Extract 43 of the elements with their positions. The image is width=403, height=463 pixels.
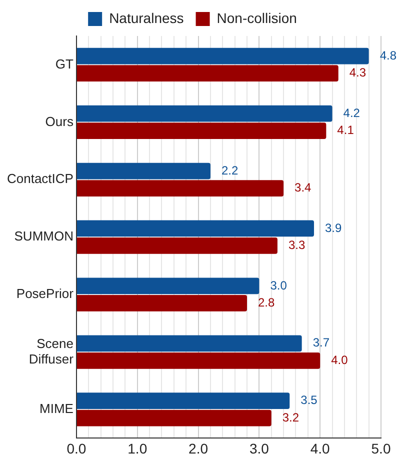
x-tick-label: 3.0 <box>249 440 270 456</box>
y-tick-label: SUMMON <box>14 228 74 244</box>
x-tick-label: 5.0 <box>371 440 391 456</box>
bar <box>76 180 284 196</box>
y-tick-label: Ours <box>45 114 74 129</box>
bar <box>76 105 332 122</box>
bar <box>76 335 302 352</box>
data-label: 2.8 <box>258 295 276 310</box>
bar <box>76 294 248 312</box>
text: 0.0 <box>66 440 86 456</box>
y-tick-label: MIME <box>40 401 74 416</box>
data-label: 3.7 <box>312 336 330 350</box>
bar <box>76 220 314 237</box>
x-tick-label: 1.0 <box>128 440 148 456</box>
bar <box>76 410 272 426</box>
y-tick-label: PosePrior <box>16 286 74 302</box>
legend-label: Naturalness <box>109 10 184 26</box>
y-tick-label: Scene Diffuser <box>28 336 74 366</box>
data-label: 3.5 <box>300 393 318 408</box>
data-label: 2.2 <box>221 163 238 178</box>
data-label: 4.3 <box>349 66 366 80</box>
bar <box>76 278 260 294</box>
data-label: 3.2 <box>282 410 300 424</box>
data-label: 3.9 <box>325 220 342 235</box>
x-tick-label: 2.0 <box>188 440 208 456</box>
data-label: 4.0 <box>331 352 348 367</box>
legend-label: Non-collision <box>216 10 297 26</box>
x-tick-label: 4.0 <box>310 440 330 456</box>
data-label: 3.3 <box>288 238 306 252</box>
y-tick-label: ContactICP <box>6 171 74 186</box>
bar <box>76 65 338 82</box>
bar <box>76 352 320 369</box>
data-label: 4.8 <box>380 48 397 62</box>
data-label: 4.1 <box>337 123 354 138</box>
data-label: 3.0 <box>270 278 288 292</box>
y-tick-label: GT <box>55 56 74 72</box>
bar <box>76 162 210 180</box>
bar <box>76 238 278 254</box>
bar <box>76 122 326 139</box>
data-label: 4.2 <box>343 106 360 120</box>
bar <box>76 48 369 64</box>
bar <box>76 392 290 410</box>
data-label: 3.4 <box>294 180 312 195</box>
